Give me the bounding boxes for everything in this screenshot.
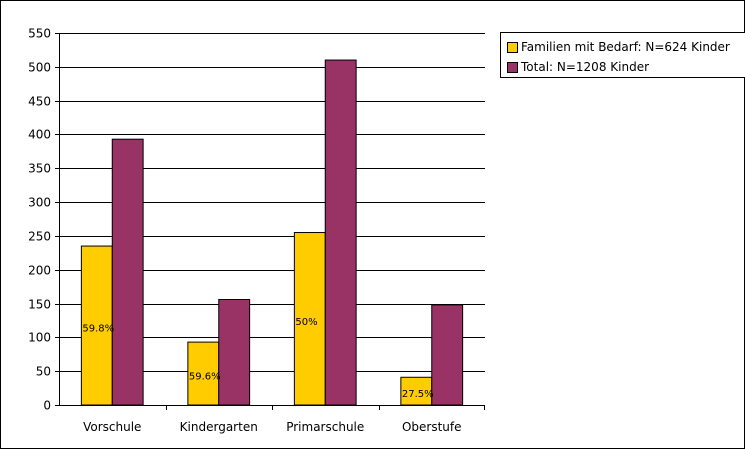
legend-label-familien: Familien mit Bedarf: N=624 Kinder (521, 40, 730, 54)
y-tick-label: 150 (28, 298, 51, 312)
bars (80, 59, 464, 406)
y-tick-labels: 0 50 100 150 200 250 300 350 400 450 500 550 (28, 27, 51, 413)
bar-familien-oberstufe (400, 376, 433, 406)
data-label: 59.6% (189, 372, 221, 383)
y-tick-label: 250 (28, 230, 51, 244)
bar-total-vorschule (111, 138, 144, 406)
y-tick-label: 300 (28, 196, 51, 210)
legend-swatch-total (507, 61, 518, 73)
y-tick-label: 0 (43, 399, 51, 413)
x-category-label: Vorschule (83, 420, 141, 434)
x-category-label: Primarschule (286, 420, 364, 434)
y-tick-label: 450 (28, 95, 51, 109)
data-label: 50% (295, 317, 317, 328)
legend-item-total: Total: N=1208 Kinder (507, 59, 649, 75)
data-labels: 59.8% 59.6% 50% 27.5% (82, 317, 433, 400)
y-tick-label: 200 (28, 264, 51, 278)
x-category-label: Oberstufe (402, 420, 462, 434)
bar-total-kindergarten (218, 298, 251, 406)
data-label: 27.5% (402, 389, 434, 400)
data-label: 59.8% (82, 324, 114, 335)
y-tick-label: 50 (36, 365, 51, 379)
legend-swatch-familien (507, 41, 518, 53)
legend-item-familien: Familien mit Bedarf: N=624 Kinder (507, 39, 730, 55)
bar-total-oberstufe (431, 304, 464, 406)
legend: Familien mit Bedarf: N=624 Kinder Total:… (500, 32, 745, 78)
y-tick-label: 350 (28, 162, 51, 176)
y-tick-label: 100 (28, 331, 51, 345)
legend-label-total: Total: N=1208 Kinder (521, 60, 650, 74)
x-category-labels: Vorschule Kindergarten Primarschule Oberstu… (83, 420, 461, 434)
y-tick-label: 400 (28, 128, 51, 142)
bar-total-primarschule (324, 59, 357, 406)
y-tick-label: 550 (28, 27, 51, 41)
bar-familien-vorschule (80, 245, 113, 406)
y-tick-label: 500 (28, 61, 51, 75)
bar-familien-primarschule (293, 232, 326, 406)
axes (55, 33, 485, 410)
x-category-label: Kindergarten (180, 420, 258, 434)
